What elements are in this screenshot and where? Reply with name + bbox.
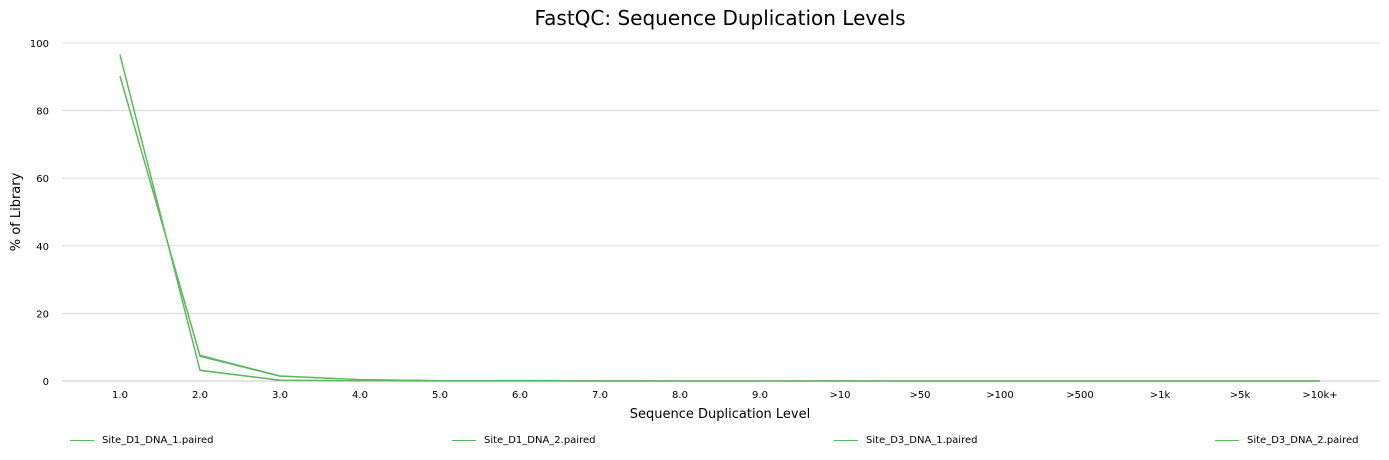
x-tick-label: >5k xyxy=(1230,390,1251,401)
legend-swatch xyxy=(1215,439,1239,441)
y-tick-label: 60 xyxy=(36,174,49,185)
x-tick-label: 9.0 xyxy=(752,390,768,401)
chart-title: FastQC: Sequence Duplication Levels xyxy=(534,6,906,30)
x-tick-label: 4.0 xyxy=(352,390,368,401)
series-line-1 xyxy=(119,75,1320,382)
plot-area: 0 20 40 60 80 100 1.0 2.0 3.0 4.0 5.0 6.0 7.0 8.0 9.0 >… xyxy=(9,39,1380,422)
y-tick-label: 80 xyxy=(36,107,49,118)
y-axis-title: % of Library xyxy=(9,172,24,251)
x-tick-label: >10k+ xyxy=(1302,390,1337,401)
y-tick-label: 20 xyxy=(36,309,49,320)
x-tick-label: 3.0 xyxy=(272,390,288,401)
x-tick-label: 8.0 xyxy=(672,390,688,401)
y-tick-label: 0 xyxy=(43,377,49,388)
x-tick-label: 1.0 xyxy=(112,390,128,401)
legend-swatch xyxy=(452,439,476,441)
legend-item[interactable]: Site_D1_DNA_2.paired xyxy=(452,430,595,450)
legend-item[interactable]: Site_D3_DNA_2.paired xyxy=(1215,430,1358,450)
legend-swatch xyxy=(834,439,858,441)
series-line-2 xyxy=(119,54,1320,382)
x-tick-label: >50 xyxy=(909,390,930,401)
series-line-3 xyxy=(119,76,1320,382)
series-line-4 xyxy=(119,55,1320,382)
legend-label: Site_D1_DNA_2.paired xyxy=(484,434,596,446)
x-tick-label: >1k xyxy=(1150,390,1171,401)
x-tick-label: 6.0 xyxy=(512,390,528,401)
x-axis-title: Sequence Duplication Level xyxy=(630,407,810,422)
x-tick-label: >500 xyxy=(1066,390,1093,401)
legend-swatch xyxy=(70,439,94,441)
legend-item[interactable]: Site_D1_DNA_1.paired xyxy=(70,430,213,450)
legend-item[interactable]: Site_D3_DNA_1.paired xyxy=(834,430,977,450)
legend-label: Site_D3_DNA_1.paired xyxy=(866,434,978,446)
x-tick-label: 5.0 xyxy=(432,390,448,401)
y-tick-label: 100 xyxy=(30,39,49,50)
legend-label: Site_D3_DNA_2.paired xyxy=(1247,434,1359,446)
x-tick-label: 7.0 xyxy=(592,390,608,401)
y-tick-label: 40 xyxy=(36,242,49,253)
legend: Site_D1_DNA_1.paired Site_D1_DNA_2.paired… xyxy=(0,430,1389,450)
x-tick-label: >100 xyxy=(986,390,1013,401)
legend-label: Site_D1_DNA_1.paired xyxy=(102,434,214,446)
x-tick-label: 2.0 xyxy=(192,390,208,401)
x-tick-label: >10 xyxy=(829,390,850,401)
